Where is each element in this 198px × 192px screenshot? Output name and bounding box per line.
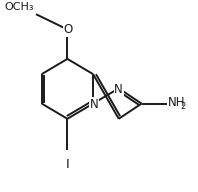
Text: N: N [90,98,98,111]
Text: 2: 2 [180,102,185,111]
Text: N: N [114,83,123,96]
Text: I: I [66,158,69,171]
Text: OCH₃: OCH₃ [5,2,34,12]
Text: O: O [64,23,73,36]
Text: NH: NH [168,96,186,109]
